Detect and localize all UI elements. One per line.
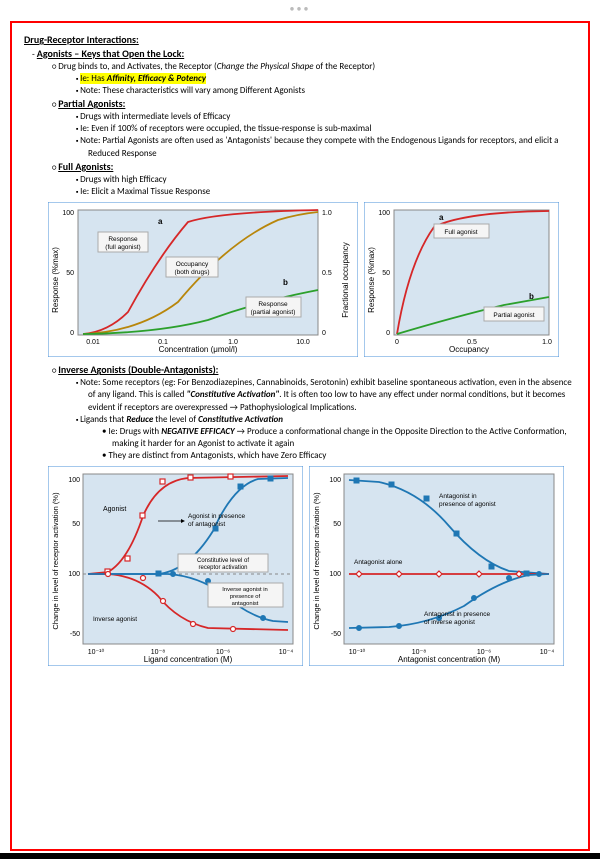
svg-text:50: 50	[66, 270, 74, 277]
svg-text:10⁻⁶: 10⁻⁶	[477, 649, 491, 656]
fig2-occupancy-response: Response (%max) Occupancy 0 50 100 0 0.5…	[364, 202, 559, 357]
inverse-heading: Inverse Agonists (Double-Antagonists):	[64, 363, 576, 377]
svg-text:1.0: 1.0	[322, 210, 332, 217]
svg-text:of inverse agonist: of inverse agonist	[424, 619, 475, 626]
svg-text:Change in level of receptor ac: Change in level of receptor activation (…	[51, 492, 60, 630]
svg-text:Inverse agonist: Inverse agonist	[93, 616, 137, 623]
svg-text:Concentration (μmol/l): Concentration (μmol/l)	[159, 345, 238, 354]
figure-row-2: Change in level of receptor activation (…	[48, 466, 576, 666]
partial-l2: Ie: Even if 100% of receptors were occup…	[88, 123, 576, 135]
svg-text:50: 50	[382, 270, 390, 277]
svg-text:of antagonist: of antagonist	[188, 521, 225, 528]
svg-text:10⁻⁶: 10⁻⁶	[216, 649, 230, 656]
figure-row-1: Response (%max) Fractional occupancy Con…	[48, 202, 576, 357]
svg-text:Agonist in presence: Agonist in presence	[188, 513, 245, 520]
svg-text:b: b	[283, 278, 288, 287]
svg-text:(both drugs): (both drugs)	[174, 269, 209, 276]
svg-text:Occupancy: Occupancy	[176, 261, 209, 268]
agonists-heading: Agonists – Keys that Open the Lock:	[42, 47, 576, 61]
fig1-concentration-response: Response (%max) Fractional occupancy Con…	[48, 202, 358, 357]
partial-heading: Partial Agonists:	[64, 97, 576, 111]
svg-text:a: a	[158, 217, 163, 226]
svg-text:0.5: 0.5	[322, 270, 332, 277]
svg-text:0: 0	[70, 330, 74, 337]
svg-text:Antagonist concentration (M): Antagonist concentration (M)	[398, 655, 501, 664]
inverse-ligands: Ligands that Reduce the level of Constit…	[88, 414, 576, 426]
svg-text:10⁻¹⁰: 10⁻¹⁰	[349, 648, 366, 656]
svg-text:-50: -50	[70, 631, 80, 638]
svg-text:100: 100	[329, 477, 341, 484]
svg-text:100: 100	[68, 477, 80, 484]
svg-text:Inverse agonist in: Inverse agonist in	[222, 587, 267, 593]
svg-text:10⁻⁸: 10⁻⁸	[151, 649, 165, 656]
doc-title: Drug-Receptor Interactions:	[24, 33, 576, 47]
svg-text:Response (%max): Response (%max)	[51, 247, 60, 313]
svg-text:100: 100	[329, 571, 341, 578]
svg-text:0.1: 0.1	[158, 339, 168, 346]
partial-l1: Drugs with intermediate levels of Effica…	[88, 111, 576, 123]
svg-text:0.5: 0.5	[467, 339, 477, 346]
svg-text:(full agonist): (full agonist)	[105, 244, 140, 251]
svg-text:Response (%max): Response (%max)	[367, 247, 376, 313]
svg-text:Agonist: Agonist	[103, 506, 126, 513]
fig3-ligand-concentration: Change in level of receptor activation (…	[48, 466, 303, 666]
full-heading: Full Agonists:	[64, 160, 576, 174]
svg-text:Ligand concentration (M): Ligand concentration (M)	[144, 655, 233, 664]
fig4-antagonist-concentration: Change in level of receptor activation (…	[309, 466, 564, 666]
svg-text:(partial agonist): (partial agonist)	[251, 309, 296, 316]
svg-text:Response: Response	[258, 301, 288, 308]
svg-text:Occupancy: Occupancy	[449, 345, 489, 354]
svg-text:100: 100	[62, 210, 74, 217]
svg-text:Antagonist in presence: Antagonist in presence	[424, 611, 491, 618]
svg-text:0: 0	[322, 330, 326, 337]
svg-text:a: a	[439, 213, 444, 222]
svg-text:presence of: presence of	[230, 594, 261, 600]
partial-l3: Note: Partial Agonists are often used as…	[88, 135, 576, 159]
svg-text:presence of agonist: presence of agonist	[439, 501, 496, 508]
svg-text:Response: Response	[108, 236, 138, 243]
svg-text:10⁻⁴: 10⁻⁴	[279, 649, 294, 656]
full-l2: Ie: Elicit a Maximal Tissue Response	[88, 186, 576, 198]
svg-text:10.0: 10.0	[296, 339, 310, 346]
page-handle: •••	[0, 0, 600, 17]
svg-text:Change in level of receptor ac: Change in level of receptor activation (…	[312, 492, 321, 630]
distinct-note: They are distinct from Antagonists, whic…	[112, 450, 576, 462]
svg-text:100: 100	[68, 571, 80, 578]
svg-text:10⁻⁸: 10⁻⁸	[412, 649, 426, 656]
svg-text:Antagonist in: Antagonist in	[439, 493, 477, 500]
svg-text:-50: -50	[331, 631, 341, 638]
svg-text:0: 0	[395, 339, 399, 346]
svg-text:Fractional occupancy: Fractional occupancy	[341, 242, 350, 318]
svg-text:50: 50	[333, 521, 341, 528]
agonists-desc: Drug binds to, and Activates, the Recept…	[64, 61, 576, 73]
svg-text:antagonist: antagonist	[232, 601, 259, 607]
svg-text:receptor activation: receptor activation	[198, 565, 247, 571]
svg-text:1.0: 1.0	[542, 339, 552, 346]
note-vary: Note: These characteristics will vary am…	[88, 85, 576, 97]
svg-text:0.01: 0.01	[86, 339, 100, 346]
svg-text:1.0: 1.0	[228, 339, 238, 346]
svg-text:10⁻⁴: 10⁻⁴	[540, 649, 555, 656]
svg-text:Constitutive level of: Constitutive level of	[197, 558, 249, 564]
bottom-bar	[0, 853, 600, 859]
inverse-note: Note: Some receptors (eg: For Benzodiaze…	[88, 377, 576, 413]
page-content: Drug-Receptor Interactions: Agonists – K…	[10, 21, 590, 851]
svg-text:Full agonist: Full agonist	[444, 229, 477, 236]
full-l1: Drugs with high Efficacy	[88, 174, 576, 186]
svg-text:Partial agonist: Partial agonist	[493, 312, 534, 319]
neg-efficacy: Ie: Drugs with NEGATIVE EFFICACY → Produ…	[112, 426, 576, 450]
svg-text:0: 0	[386, 330, 390, 337]
svg-text:10⁻¹⁰: 10⁻¹⁰	[88, 648, 105, 656]
svg-text:b: b	[529, 292, 534, 301]
svg-text:50: 50	[72, 521, 80, 528]
svg-text:Antagonist alone: Antagonist alone	[354, 559, 403, 566]
svg-text:100: 100	[378, 210, 390, 217]
affinity-highlight: Ie: Has Affinity, Efficacy & Potency	[88, 73, 576, 85]
